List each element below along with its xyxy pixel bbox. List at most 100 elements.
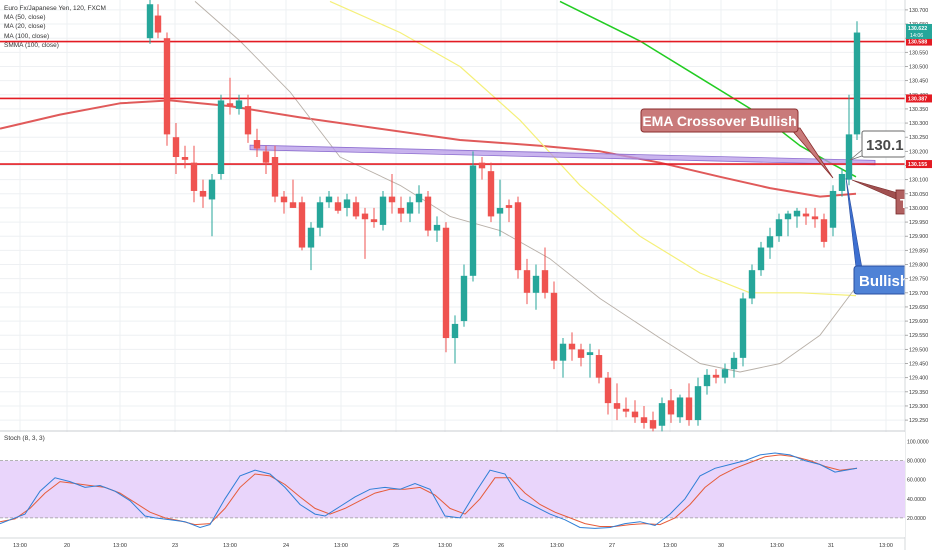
candle-body (577, 349, 585, 358)
price-tick-label: 130.050 (909, 192, 928, 198)
candle (667, 388, 675, 423)
price-tick-label: 129.500 (909, 347, 928, 353)
price-tick-label: 129.300 (909, 404, 928, 410)
candle (514, 196, 522, 279)
candlesticks (146, 0, 861, 432)
legend-ma-50: MA (50, close) (4, 14, 46, 22)
candle-body (613, 403, 621, 409)
candle-body (154, 15, 162, 33)
candle (325, 190, 333, 208)
ma-20-line-gray (194, 1, 857, 373)
candle-body (199, 190, 207, 197)
price-pane-background (0, 0, 905, 430)
candle (685, 383, 693, 426)
candle-body (694, 386, 702, 421)
candle (811, 207, 819, 228)
candle (163, 32, 171, 146)
price-tick-label: 130.000 (909, 206, 928, 212)
candle-body (730, 357, 738, 370)
stoch-d-line (0, 454, 858, 527)
candle (289, 179, 297, 208)
price-tick-label: 129.800 (909, 263, 928, 269)
candle-body (253, 140, 261, 149)
candle (406, 196, 414, 223)
time-tick-label: 13:00 (438, 543, 452, 549)
price-tick-label: 129.900 (909, 234, 928, 240)
candle (748, 264, 756, 305)
candle (172, 123, 180, 174)
candle-body (352, 202, 360, 217)
candle (766, 227, 774, 259)
price-tick-label: 129.700 (909, 291, 928, 297)
t-callout-label: T (900, 196, 908, 211)
level-price-tag (906, 37, 932, 46)
candle-body (442, 227, 450, 339)
candle-body (370, 219, 378, 223)
candle (181, 145, 189, 169)
candle (845, 94, 853, 186)
price-tick-label: 129.600 (909, 319, 928, 325)
price-tick-label: 130.450 (909, 79, 928, 85)
candle-body (379, 196, 387, 225)
stoch-tick-label: 100.0000 (907, 440, 929, 446)
candle (730, 352, 738, 378)
candle (577, 343, 585, 367)
stoch-tick-label: 60.0000 (907, 478, 926, 484)
candle (676, 394, 684, 423)
stoch-band (0, 460, 905, 518)
candle (784, 210, 792, 237)
ema-callout-box (640, 108, 799, 133)
candle-body (146, 4, 154, 39)
candle (415, 185, 423, 214)
price-tick-label: 129.850 (909, 248, 928, 254)
price-axis[interactable]: 130.700130.650130.600130.550130.500130.4… (904, 0, 932, 550)
candle-body (586, 352, 594, 356)
candle (334, 196, 342, 214)
ma-100-line-yellow (329, 0, 857, 297)
candle-body (658, 403, 666, 426)
time-axis[interactable]: 13:00 20 13:00 23 13:00 24 13:00 25 13:00 26 13:00… (0, 537, 905, 549)
legend-ma-20: MA (20, close) (4, 23, 46, 31)
candle-body (460, 275, 468, 322)
candle-body (505, 205, 513, 208)
candle-body (685, 397, 693, 421)
candle (613, 383, 621, 421)
time-tick-label: 31 (828, 543, 834, 549)
last-price-tag (906, 23, 932, 39)
price-tick-label: 129.400 (909, 376, 928, 382)
time-tick-label: 13:00 (663, 543, 677, 549)
candle-body (622, 408, 630, 412)
candle (505, 199, 513, 223)
last-price-label: 130.622 (908, 26, 927, 32)
candle (388, 173, 396, 214)
candle-body (451, 323, 459, 339)
stochastic-axis[interactable]: 100.0000 80.0000 60.0000 40.0000 20.0000 (907, 440, 929, 522)
price-tick-label: 130.350 (909, 107, 928, 113)
candle (559, 338, 567, 378)
candle (199, 179, 207, 208)
candle-body (181, 157, 189, 160)
time-tick-label: 23 (172, 543, 178, 549)
candle-body (667, 400, 675, 415)
candle-body (424, 196, 432, 231)
candle (262, 145, 270, 174)
candle-body (820, 219, 828, 242)
level-price-label: 130.387 (908, 96, 927, 102)
candle (793, 207, 801, 228)
candle (712, 369, 720, 384)
channel-layer (249, 144, 876, 166)
candle-body (244, 106, 252, 135)
candle (694, 377, 702, 426)
time-tick-label: 13:00 (13, 543, 27, 549)
candle (802, 207, 810, 225)
candle-body (604, 377, 612, 404)
price-tick-label: 129.950 (909, 220, 928, 226)
candle (478, 157, 486, 180)
candle-body (262, 151, 270, 163)
candle-body (838, 173, 846, 191)
candle-body (343, 199, 351, 208)
resistance-channel (249, 144, 876, 166)
price-tick-label: 129.550 (909, 333, 928, 339)
smma-100-line (0, 99, 857, 198)
